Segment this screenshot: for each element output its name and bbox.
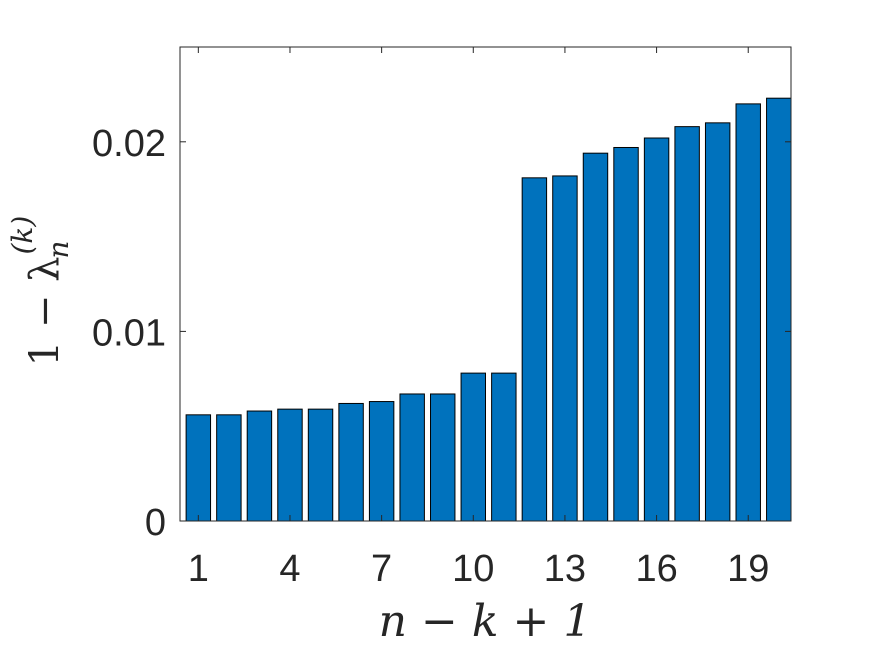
bars-group	[185, 97, 792, 522]
bar-16	[643, 137, 670, 522]
bar-13	[552, 175, 578, 522]
svg-text:1 − λn(k): 1 − λn(k)	[6, 216, 75, 367]
bar-19	[735, 103, 761, 522]
bar-10	[460, 372, 486, 522]
x-tick-label: 10	[452, 548, 494, 590]
y-tick-label: 0.02	[92, 123, 166, 165]
x-tick-label: 13	[544, 548, 586, 590]
ticks-group: 0 0.01 0.02 1 4 7 10 13 16 19	[92, 47, 791, 590]
x-tick-label: 1	[188, 548, 209, 590]
x-axis-label: n − k + 1	[379, 596, 592, 647]
bar-8	[399, 393, 425, 522]
x-tick-label: 4	[279, 548, 300, 590]
bar-4	[277, 408, 303, 522]
bar-11	[491, 372, 517, 522]
bar-17	[674, 126, 700, 522]
bar-15	[613, 146, 639, 522]
y-tick-label: 0.01	[92, 312, 166, 354]
bar-12	[521, 177, 548, 522]
bar-5	[307, 408, 334, 522]
x-tick-label: 16	[635, 548, 677, 590]
y-axis-label: 1 − λn(k)	[6, 216, 75, 367]
bar-2	[216, 414, 242, 522]
x-tick-label: 7	[371, 548, 392, 590]
bar-14	[582, 152, 609, 522]
bar-18	[704, 122, 731, 522]
bar-9	[430, 393, 456, 522]
y-axis-label-main: 1 − λ	[22, 257, 68, 367]
y-axis-label-super: (k)	[6, 216, 39, 255]
bar-6	[338, 402, 364, 522]
bar-7	[368, 401, 395, 522]
y-axis-label-sub: n	[42, 241, 75, 259]
y-tick-label: 0	[145, 502, 166, 544]
axes-frame	[179, 46, 792, 522]
axes-group	[179, 46, 792, 522]
bar-1	[185, 414, 212, 522]
bar-3	[246, 410, 273, 522]
x-tick-label: 19	[727, 548, 769, 590]
bar-20	[766, 97, 792, 522]
